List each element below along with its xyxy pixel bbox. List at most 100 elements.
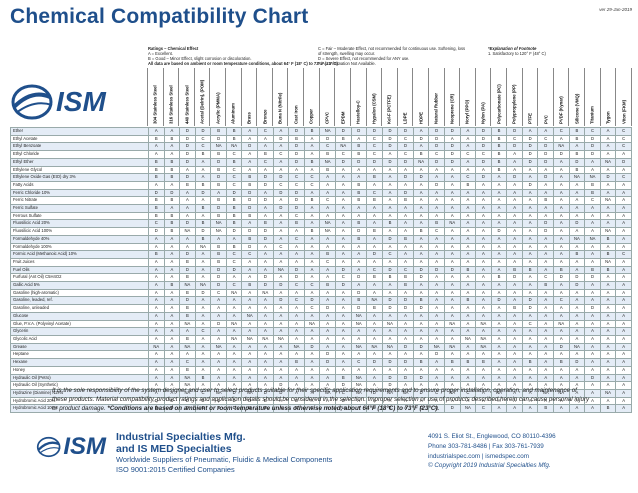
ism-logo: ISM	[10, 82, 146, 122]
rating-cell: A	[381, 188, 399, 198]
rating-cell: A	[319, 342, 336, 352]
rating-cell: D	[179, 134, 196, 144]
rating-cell: B	[163, 227, 181, 236]
rating-cell: A	[443, 296, 461, 306]
rating-cell: A	[412, 311, 430, 321]
column-header-label: PVC	[543, 115, 549, 124]
rating-cell: A	[443, 311, 461, 321]
rating-cell: A	[599, 134, 617, 144]
rating-cell: A	[599, 335, 617, 344]
rating-cell: NA	[381, 342, 399, 352]
rating-cell: D	[350, 227, 368, 236]
rating-cell: A	[428, 211, 445, 221]
column-header: HDPE	[412, 68, 428, 126]
rating-cell: A	[599, 242, 617, 252]
rating-cell: A	[428, 196, 445, 206]
rating-cell: NA	[475, 319, 492, 329]
rating-cell: A	[553, 281, 570, 290]
table-row: Fuel Oils A A D A D D A A NA D A A D A C D C D D D B A A B B A B A B B…	[10, 265, 632, 275]
rating-cell: A	[412, 211, 430, 221]
footnote-text: 1. Satisfactory to 120° F (48° C)	[488, 51, 546, 57]
rating-cell: D	[397, 173, 414, 182]
chemical-name: Ferric Nitrate	[10, 196, 149, 206]
rating-cell: D	[303, 296, 321, 306]
rating-cell: C	[288, 296, 305, 306]
rating-cell: C	[506, 134, 523, 144]
rating-cell: A	[241, 304, 259, 313]
rating-cell: A	[599, 304, 617, 313]
rating-cell: A	[537, 234, 555, 244]
rating-cell: A	[459, 242, 477, 252]
rating-cell: A	[381, 350, 399, 360]
rating-cell: C	[272, 242, 290, 252]
table-row: Ethylene Glycol B B A A B C A A A A A B A A A A A A A A A A B A A…	[10, 165, 632, 175]
chemical-name: Ethyl Chloride	[10, 150, 149, 159]
rating-cell: A	[599, 296, 617, 306]
rating-cell: A	[179, 242, 196, 252]
rating-cell: A	[334, 204, 352, 213]
rating-cell: D	[288, 127, 305, 136]
footnote-heading: *Explanation of Footnote	[488, 46, 537, 51]
rating-cell: NA	[443, 342, 461, 352]
rating-cell: C	[303, 304, 321, 313]
rating-cell: A	[490, 204, 508, 213]
rating-cell: A	[490, 304, 508, 313]
rating-cell: D	[381, 234, 399, 244]
rating-cell: A	[163, 257, 181, 267]
rating-cell: B	[319, 150, 336, 159]
rating-cell: A	[599, 204, 617, 213]
rating-cell: A	[241, 273, 259, 283]
rating-cell: B	[412, 227, 430, 236]
rating-cell: D	[241, 196, 259, 206]
rating-cell: B	[148, 204, 165, 213]
rating-cell: A	[163, 180, 181, 190]
rating-cell: D	[537, 157, 555, 167]
website-links[interactable]: industrialspec.com | ismedspec.com	[428, 452, 530, 460]
rating-cell: A	[210, 327, 227, 336]
rating-cell: A	[521, 288, 539, 298]
rating-cell: A	[148, 327, 165, 336]
rating-cell: A	[303, 211, 321, 221]
rating-cell: NA	[303, 319, 321, 329]
rating-cell: A	[537, 311, 555, 321]
column-header-label: Viton (FKM)	[621, 99, 627, 124]
rating-cell: A	[459, 211, 477, 221]
ratings-legend-col2: C = Fair – Moderate Effect, not recommen…	[318, 46, 468, 66]
rating-cell: A	[443, 134, 461, 144]
rating-cell: B	[599, 265, 617, 275]
column-header-label: Polypropylene (PP)	[511, 84, 517, 124]
rating-cell: A	[163, 250, 181, 259]
rating-cell: D	[397, 142, 414, 152]
chemical-name: Heptane	[10, 350, 149, 360]
rating-cell: A	[397, 219, 414, 229]
rating-cell: A	[459, 365, 477, 375]
rating-cell: D	[334, 157, 352, 167]
rating-cell: A	[148, 288, 165, 298]
rating-cell: A	[288, 257, 305, 267]
rating-cell: A	[397, 227, 414, 236]
rating-cell: D	[537, 150, 555, 159]
rating-cell: B	[210, 250, 227, 259]
rating-cell: B	[599, 250, 617, 259]
rating-cell: D	[506, 273, 523, 283]
rating-cell: C	[225, 150, 243, 159]
rating-cell: B	[241, 281, 259, 290]
rating-cell: A	[179, 188, 196, 198]
rating-cell: A	[288, 335, 305, 344]
rating-cell: A	[506, 196, 523, 206]
rating-cell: A	[241, 150, 259, 159]
rating-cell: A	[506, 350, 523, 360]
column-header: Hypalon (CSM)	[365, 68, 382, 126]
rating-cell: A	[288, 304, 305, 313]
rating-cell: A	[319, 211, 336, 221]
rating-cell: A	[490, 211, 508, 221]
rating-cell: A	[397, 180, 414, 190]
rating-cell: A	[319, 242, 336, 252]
rating-cell: D	[288, 157, 305, 167]
rating-cell: A	[475, 288, 492, 298]
rating-cell: A	[179, 204, 196, 213]
rating-a: A = Excellent.	[148, 51, 173, 57]
rating-cell: A	[537, 342, 555, 352]
rating-cell: A	[288, 327, 305, 336]
rating-cell: A	[537, 319, 555, 329]
